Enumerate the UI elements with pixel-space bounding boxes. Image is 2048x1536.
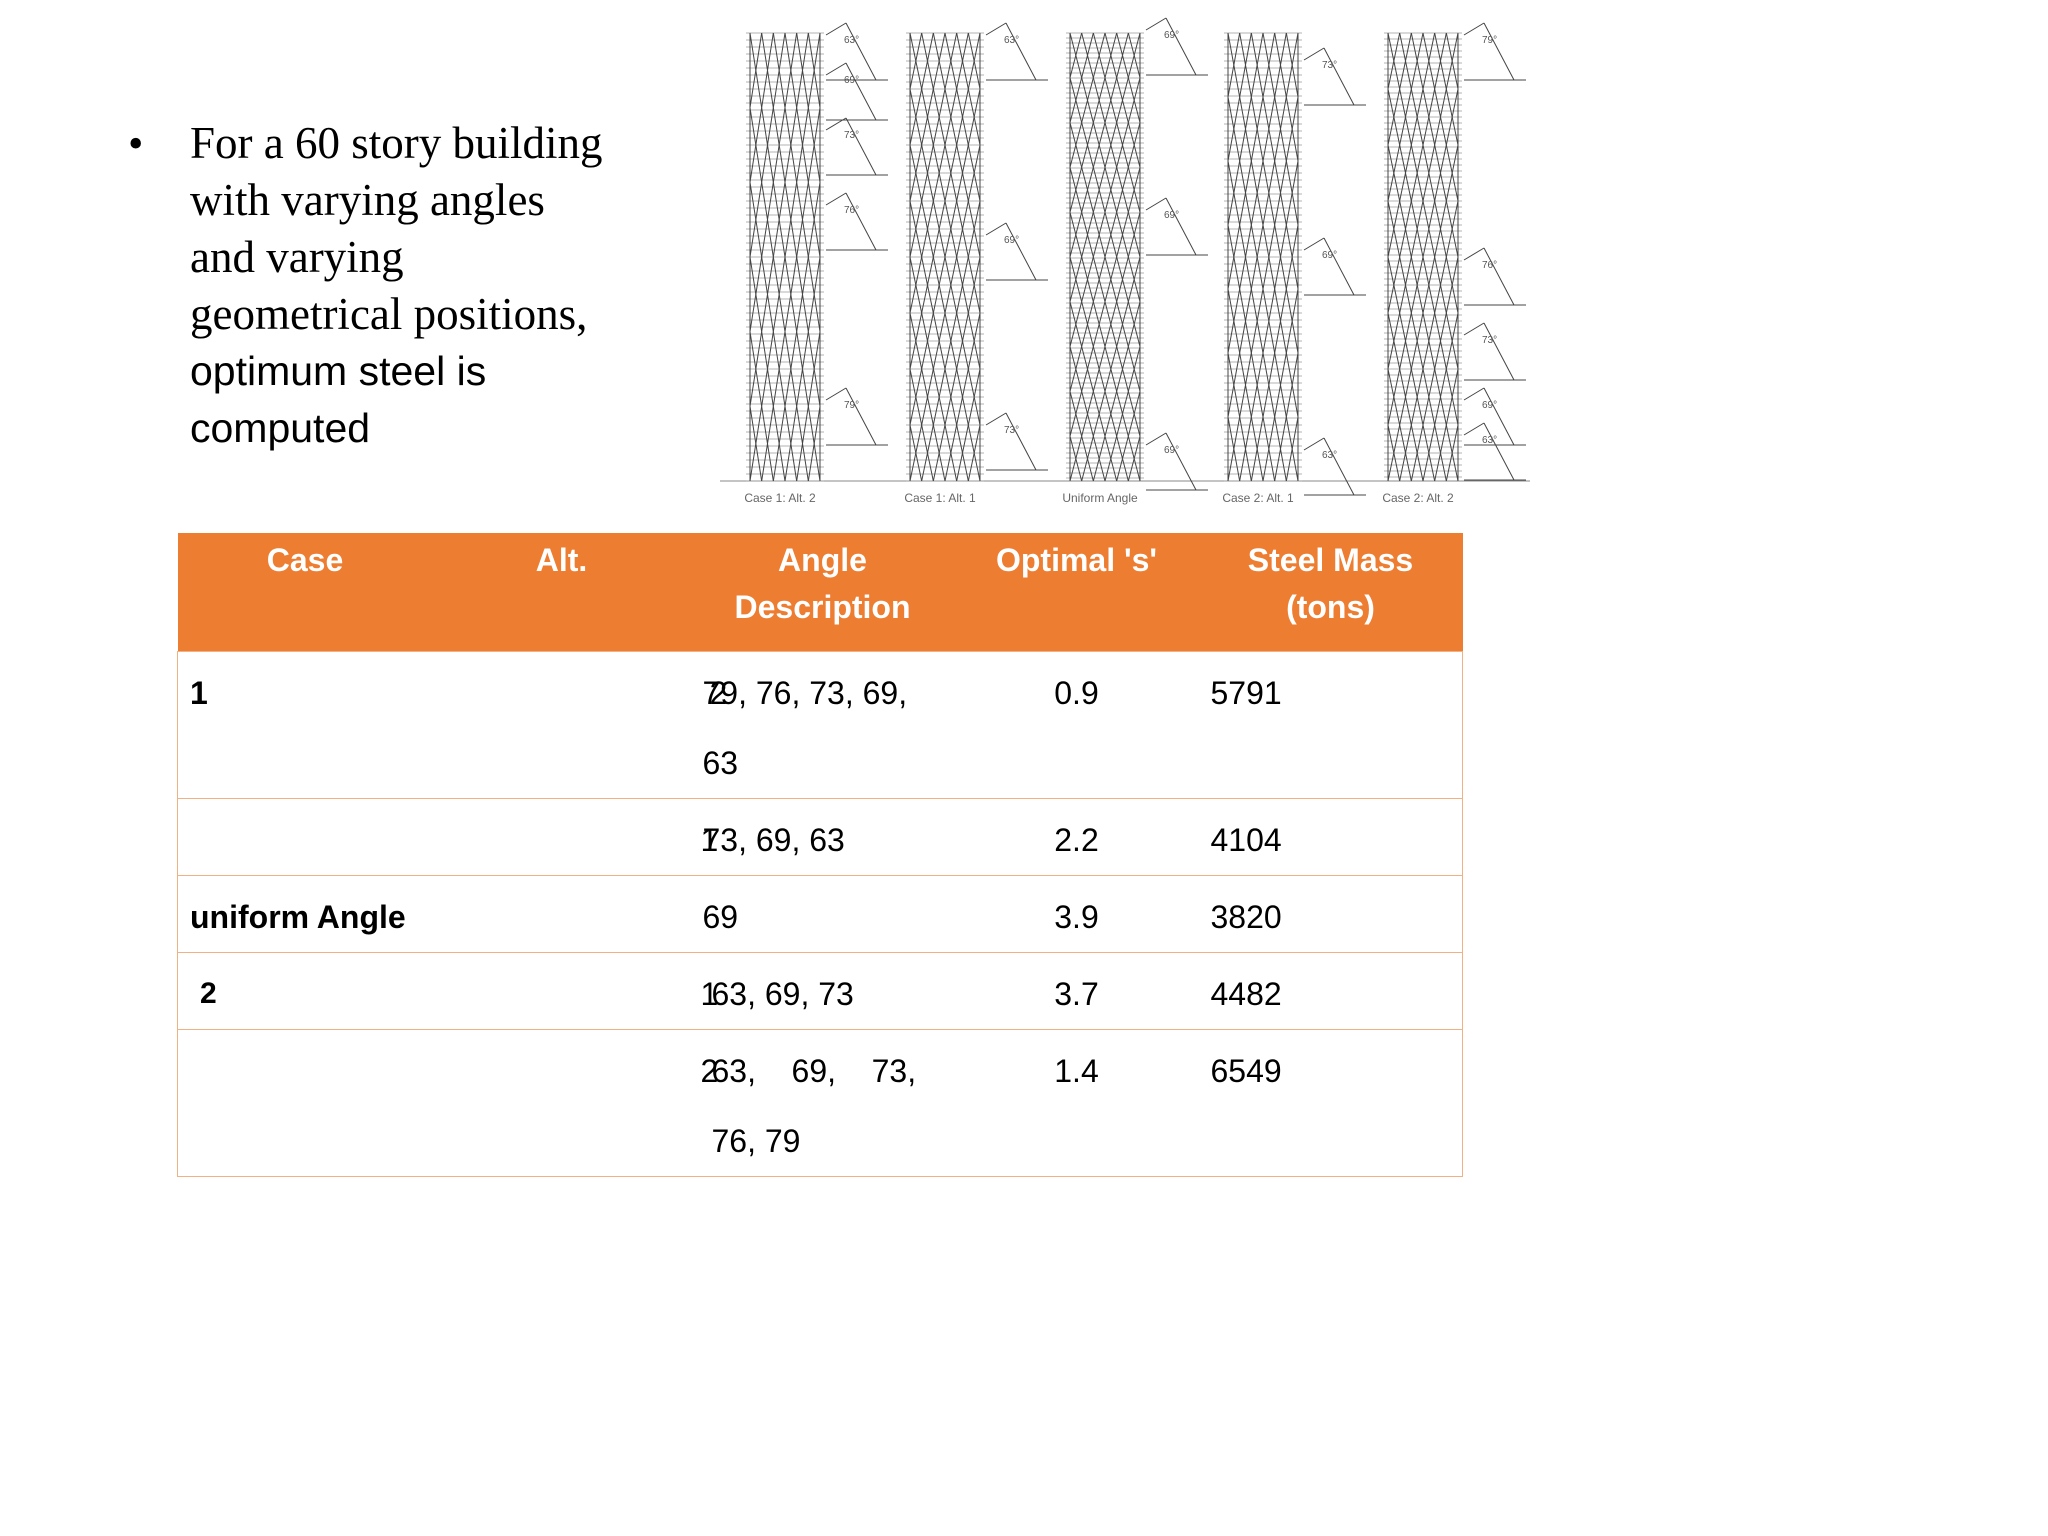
header-alt: Alt. [432,533,691,652]
cell-alt: 2 [432,1029,718,1177]
diagrid-tower: 63° 69° 73° 76° 79° Case 1: Alt. 2 [744,22,888,505]
table-header-row: Case Alt. Angle Description Optimal 's' S… [177,533,1463,652]
angle-label: 69° [1164,445,1179,456]
angle-label: 73° [1322,60,1337,71]
cell-optimal: 2.2 [954,798,1199,876]
table-row: 2 63, 69, 73, 76, 79 1.4 6549 [177,1029,1463,1177]
tower-label: Case 1: Alt. 2 [744,491,816,505]
bullet-block: • For a 60 story building with varying a… [128,115,688,457]
angle-label: 69° [1482,400,1497,411]
table-row: 1 2 79, 76, 73, 69, 63 0.9 5791 [177,651,1463,799]
tower-label: Case 1: Alt. 1 [904,491,976,505]
angle-label: 69° [1164,30,1179,41]
angle-label: 63° [844,35,859,46]
cell-optimal: 0.9 [954,651,1199,799]
cell-alt: 2 [432,651,727,799]
table-row: 1 73, 69, 63 2.2 4104 [177,798,1463,876]
cell-optimal: 1.4 [954,1029,1199,1177]
cell-optimal: 3.7 [954,952,1199,1030]
header-steel-mass: Steel Mass (tons) [1198,533,1463,652]
cell-case [177,798,433,876]
angle-label: 76° [844,205,859,216]
angle-label: 63° [1482,435,1497,446]
cell-case: 1 [177,651,433,799]
table-row: 2 1 63, 69, 73 3.7 4482 [177,952,1463,1030]
bullet-line: with varying angles [190,175,545,225]
diagrid-tower: 73° 69° 63° Case 2: Alt. 1 [1222,32,1366,505]
cell-alt: 1 [432,952,718,1030]
angle-label: 69° [1164,210,1179,221]
angle-label: 69° [1004,235,1019,246]
bullet-text: For a 60 story building with varying ang… [190,115,688,457]
angle-label: 79° [844,400,859,411]
bullet-line: computed [190,405,371,451]
diagrid-towers-diagram: 63° 69° 73° 76° 79° Case 1: Alt. 2 63° 69° 73° Ca… [720,17,1530,505]
cell-mass: 3820 [1198,875,1463,953]
table-row: uniform Angle 69 3.9 3820 [177,875,1463,953]
results-table: Case Alt. Angle Description Optimal 's' S… [177,533,1463,1177]
cell-mass: 4482 [1198,952,1463,1030]
cell-mass: 5791 [1198,651,1463,799]
cell-case [177,1029,433,1177]
angle-label: 69° [844,75,859,86]
cell-alt: 1 [432,798,718,876]
cell-angle: 69 [690,875,955,953]
tower-label: Case 2: Alt. 2 [1382,491,1454,505]
header-angle-description: Angle Description [690,533,955,652]
angle-label: 63° [1004,35,1019,46]
cell-angle: 79, 76, 73, 69, 63 [690,651,955,799]
angle-label: 63° [1322,450,1337,461]
bullet-line: For a 60 story building [190,118,603,168]
bullet-marker: • [128,119,144,168]
tower-label: Uniform Angle [1062,491,1138,505]
tower-label: Case 2: Alt. 1 [1222,491,1294,505]
angle-label: 79° [1482,35,1497,46]
cell-mass: 4104 [1198,798,1463,876]
diagrid-tower: 63° 69° 73° Case 1: Alt. 1 [904,22,1048,505]
angle-label: 73° [844,130,859,141]
angle-label: 73° [1004,425,1019,436]
cell-angle: 63, 69, 73 [690,952,955,1030]
header-case: Case [177,533,433,652]
diagrid-tower: 69° 69° 69° Uniform Angle [1062,17,1208,505]
angle-label: 69° [1322,250,1337,261]
bullet-line: geometrical positions, [190,289,588,339]
cell-optimal: 3.9 [954,875,1199,953]
cell-case: uniform Angle [177,875,691,953]
angle-label: 76° [1482,260,1497,271]
cell-angle: 63, 69, 73, 76, 79 [690,1029,955,1177]
cell-angle: 73, 69, 63 [690,798,955,876]
bullet-line: optimum steel is [190,348,487,394]
header-optimal-s: Optimal 's' [954,533,1199,652]
angle-label: 73° [1482,335,1497,346]
cell-case: 2 [177,952,433,1030]
bullet-line: and varying [190,232,404,282]
cell-mass: 6549 [1198,1029,1463,1177]
diagrid-tower: 79° 76° 73° 69° 63° Case 2: Alt. 2 [1382,22,1526,505]
